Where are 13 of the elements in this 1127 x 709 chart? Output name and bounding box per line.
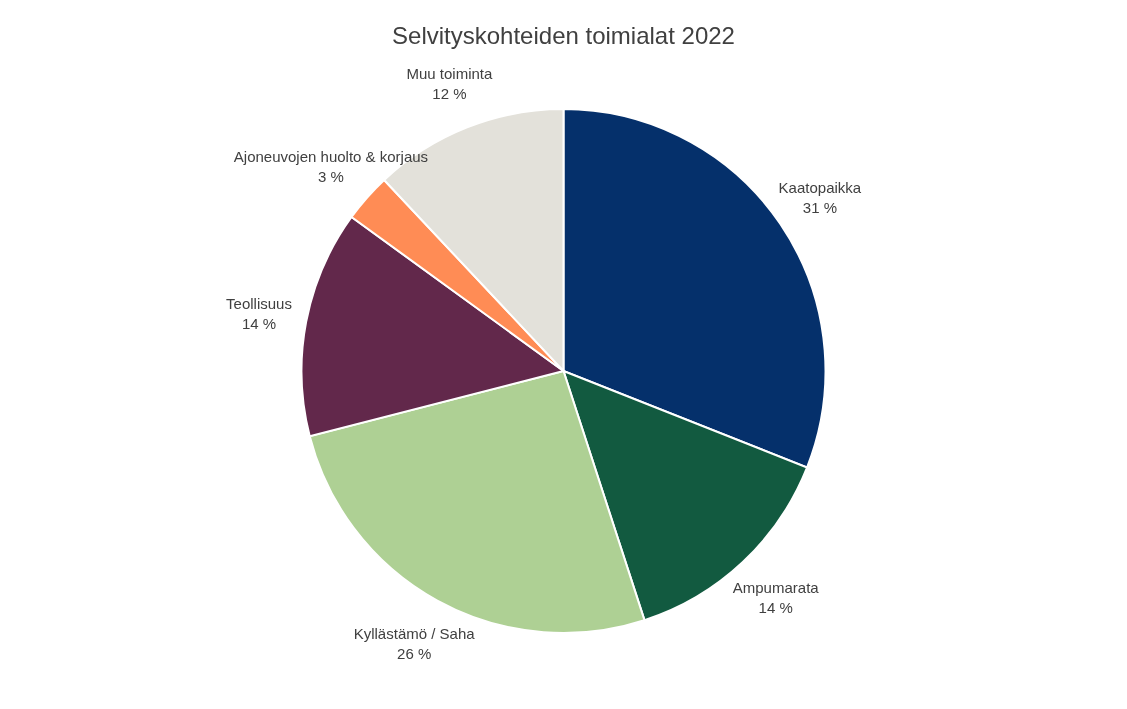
slice-label: Muu toiminta (406, 64, 493, 82)
slice-label: Kaatopaikka (778, 178, 862, 196)
data-label: 12 % (432, 84, 467, 102)
chart-title: Selvityskohteiden toimialat 2022 (392, 22, 735, 49)
slice-label: Ajoneuvojen huolto & korjaus (233, 147, 429, 165)
data-label: 26 % (397, 644, 432, 662)
slice-label: Ampumarata (732, 578, 820, 596)
data-label: 14 % (758, 598, 793, 616)
slice-label: Kyllästämö / Saha (353, 624, 476, 642)
data-label: 31 % (802, 198, 837, 216)
data-label: 14 % (241, 314, 277, 332)
data-label: 3 % (318, 167, 344, 185)
slice-label: Teollisuus (226, 294, 292, 312)
